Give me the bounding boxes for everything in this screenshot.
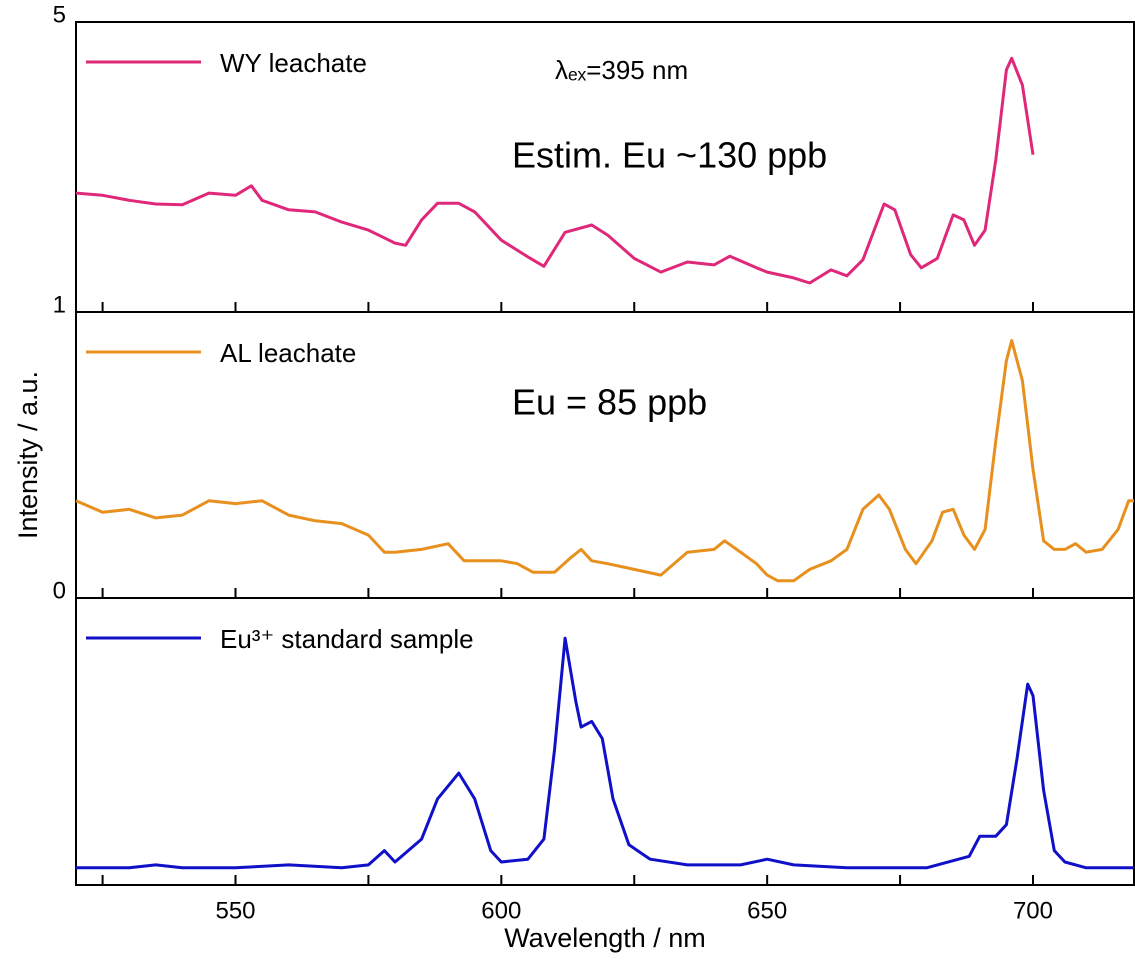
data-line <box>75 56 1035 285</box>
annotation: Estim. Eu ~130 ppb <box>512 135 827 176</box>
y-tick-label: 5 <box>53 1 66 28</box>
x-tick-label: 600 <box>481 897 521 924</box>
y-axis-label: Intensity / a.u. <box>13 371 43 539</box>
x-axis-label: Wavelength / nm <box>504 923 706 953</box>
data-line <box>76 636 1134 870</box>
annotation: λₑₓ=395 nm <box>555 55 688 85</box>
legend-label: Eu³⁺ standard sample <box>220 624 474 654</box>
panel-frame <box>75 597 1135 886</box>
x-tick-label: 550 <box>215 897 255 924</box>
x-tick-label: 650 <box>747 897 787 924</box>
y-tick-label: 0 <box>53 577 66 604</box>
y-tick-label: 1 <box>53 291 66 318</box>
legend-label: WY leachate <box>220 48 367 78</box>
x-tick-label: 700 <box>1013 897 1053 924</box>
annotation: Eu = 85 ppb <box>512 382 707 423</box>
legend-label: AL leachate <box>220 338 356 368</box>
data-line <box>75 339 1134 583</box>
